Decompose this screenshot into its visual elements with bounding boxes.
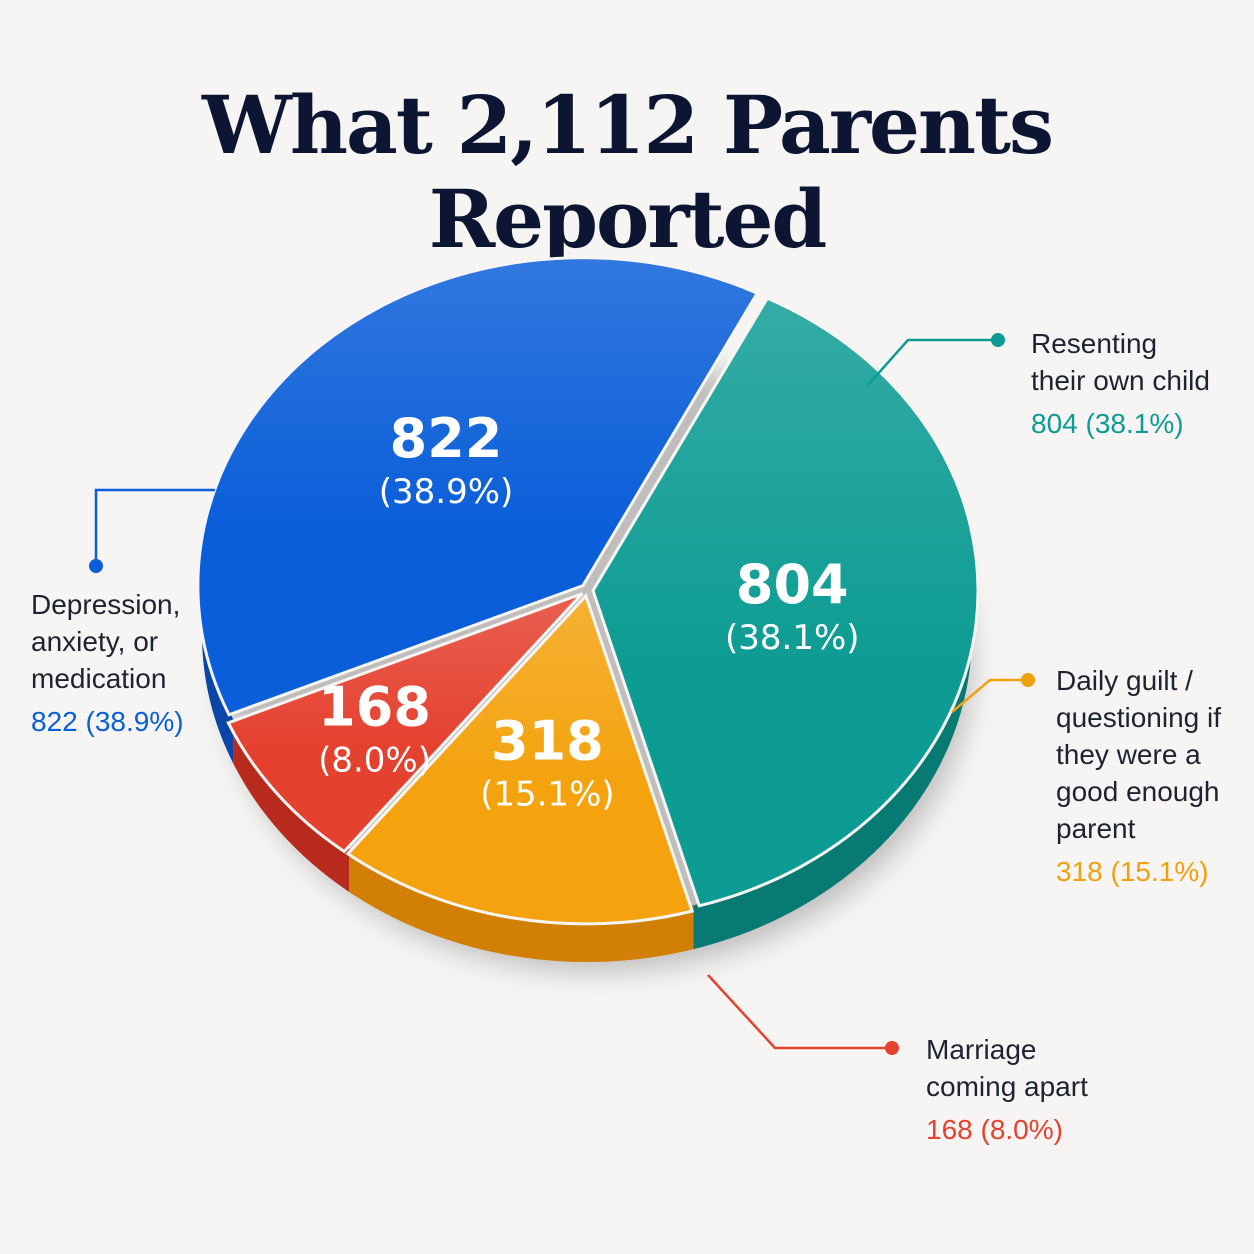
slice-side-guilt — [349, 847, 694, 963]
leader-dot-resenting — [991, 333, 1005, 347]
slice-gloss-marriage — [228, 593, 583, 852]
legend-label-marriage: Marriage coming apart — [926, 1034, 1088, 1102]
legend-label-resenting: Resenting their own child — [1031, 328, 1210, 396]
legend-depression: Depression, anxiety, or medication 822 (… — [31, 586, 211, 740]
legend-guilt: Daily guilt / questioning if they were a… — [1056, 662, 1246, 890]
slice-value-guilt: 318 — [491, 709, 604, 772]
leader-line-resenting — [867, 338, 998, 386]
chart-title: What 2,112 Parents Reported — [201, 78, 1054, 266]
legend-resenting: Resenting their own child 804 (38.1%) — [1031, 325, 1241, 442]
slice-gloss-depression — [197, 257, 758, 715]
legend-label-depression: Depression, anxiety, or medication — [31, 589, 181, 694]
legend-value-marriage: 168 (8.0%) — [926, 1114, 1063, 1145]
slice-side-depression — [202, 590, 234, 764]
legend-value-depression: 822 (38.9%) — [31, 706, 184, 737]
slice-percent-marriage: (8.0%) — [318, 740, 431, 780]
leader-dot-depression — [89, 559, 103, 573]
leader-line-guilt — [951, 678, 1028, 713]
leader-line-marriage — [707, 974, 892, 1050]
slice-percent-guilt: (15.1%) — [480, 774, 615, 814]
slice-percent-resenting: (38.1%) — [725, 618, 860, 658]
slice-value-resenting: 804 — [736, 553, 849, 616]
legend-marriage: Marriage coming apart 168 (8.0%) — [926, 1031, 1126, 1148]
leader-dot-marriage — [885, 1041, 899, 1055]
leader-dot-guilt — [1021, 673, 1035, 687]
slice-gloss-guilt — [347, 595, 693, 924]
leader-line-depression — [94, 488, 215, 566]
legend-value-guilt: 318 (15.1%) — [1056, 856, 1209, 887]
slice-value-marriage: 168 — [318, 675, 431, 738]
legend-value-resenting: 804 (38.1%) — [1031, 408, 1184, 439]
slice-gloss-resenting — [592, 298, 978, 906]
slice-percent-depression: (38.9%) — [379, 472, 514, 512]
slice-value-depression: 822 — [390, 407, 503, 470]
legend-label-guilt: Daily guilt / questioning if they were a… — [1056, 665, 1222, 844]
